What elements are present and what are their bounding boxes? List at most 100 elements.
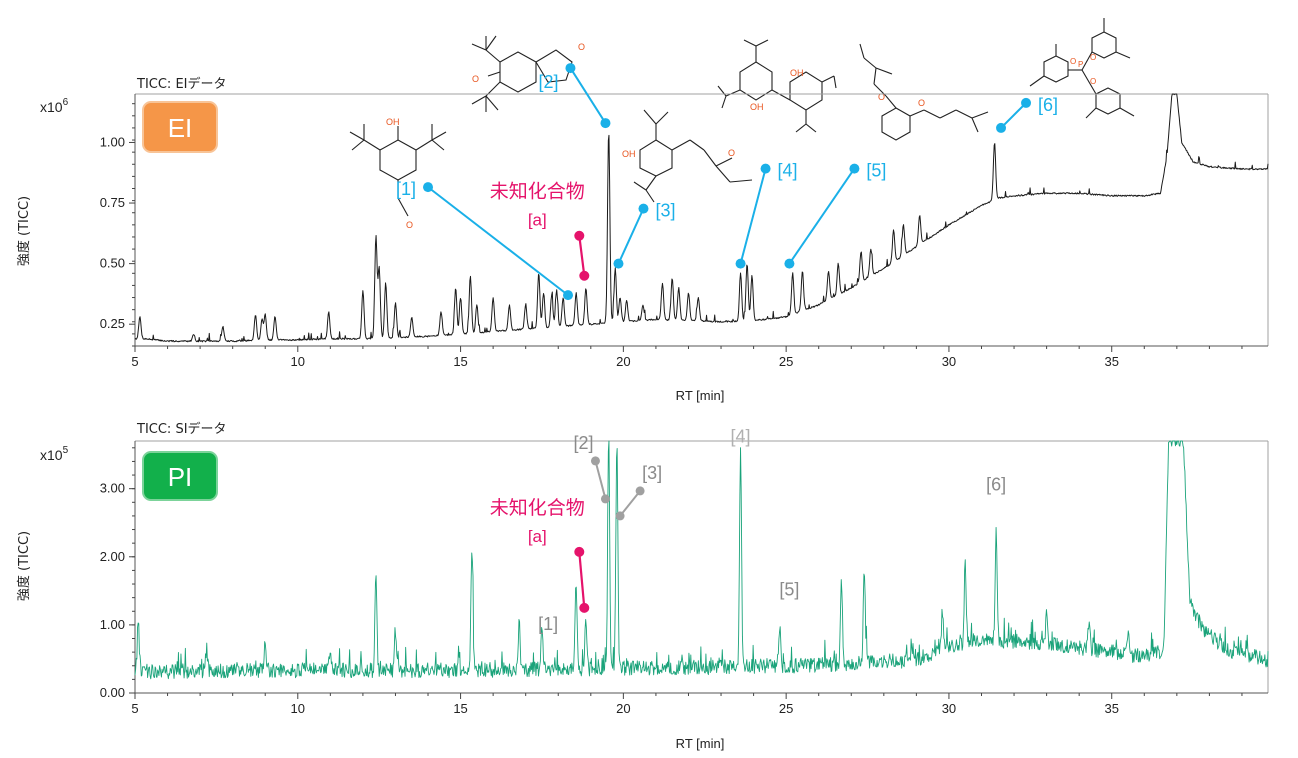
ei-annotation-label: [2] <box>538 72 558 92</box>
ei-annotation-leader <box>739 168 767 264</box>
pi-unknown-leader <box>578 551 586 608</box>
structure-1: OH O <box>349 117 447 230</box>
ei-y-axis-label: 強度 (TICC) <box>16 196 32 266</box>
pi-y-tick-label: 2.00 <box>100 549 125 564</box>
structure-drawings: OH O O O OH O <box>349 18 1135 230</box>
pi-unknown-name: 未知化合物 <box>490 497 585 519</box>
pi-annotation-label: [2] <box>573 433 593 453</box>
structure-1-o: O <box>406 220 413 230</box>
ei-annotation-label: [6] <box>1038 95 1058 115</box>
pi-annotation-label: [1] <box>538 614 558 634</box>
pi-annotation-dot <box>590 456 600 466</box>
ei-annotation-dot <box>996 122 1007 133</box>
structure-6-o1: O <box>1070 57 1076 66</box>
ei-y-tick-label: 0.25 <box>100 316 125 331</box>
ei-annotation-dot <box>613 258 624 269</box>
dynamic-chart-layer: 5 10 15 20 25 30 35 0.25 0.50 0.75 1.00 [1] [2] [3] [4… <box>100 63 1269 716</box>
ei-y-tick-label: 0.75 <box>100 195 125 210</box>
ei-annotation-label: [3] <box>655 201 675 221</box>
ei-annotation-dot <box>600 118 611 129</box>
pi-annotation-dot <box>615 511 625 521</box>
ei-annotation-leader <box>617 208 645 265</box>
structure-1-oh: OH <box>386 117 400 127</box>
structure-4: OH OH <box>717 39 837 133</box>
ei-annotation-leader <box>788 168 856 265</box>
structure-5: O O <box>859 43 989 141</box>
structure-3-oh: OH <box>622 149 636 159</box>
ei-x-tick-label: 15 <box>453 354 467 369</box>
structure-4-oh2: OH <box>750 102 764 112</box>
ei-x-tick-label: 20 <box>616 354 630 369</box>
ei-unknown-name: 未知化合物 <box>490 181 585 203</box>
structure-6-o3: O <box>1090 77 1096 86</box>
pi-x-tick-label: 35 <box>1104 701 1118 716</box>
ei-x-tick-label: 30 <box>942 354 956 369</box>
ei-unknown-id: [a] <box>528 211 547 230</box>
ei-annotation-dot <box>565 63 576 74</box>
structure-3-o: O <box>728 148 735 158</box>
ei-unknown-dot <box>574 230 585 241</box>
structure-5-o2: O <box>918 98 925 108</box>
pi-panel-title: TICC: SIデータ <box>136 421 227 437</box>
ei-annotation-leader <box>1000 102 1027 129</box>
ei-panel-title: TICC: EIデータ <box>136 76 227 92</box>
ei-y-tick-label: 0.50 <box>100 256 125 271</box>
ei-annotation-leader <box>569 67 607 124</box>
pi-plot: 5 10 15 20 25 30 35 0.00 1.00 2.00 3.00 [1] [2] [3] [4… <box>100 426 1269 716</box>
pi-badge: PI <box>142 451 218 501</box>
ei-unknown-leader <box>578 235 586 276</box>
ei-x-tick-label: 5 <box>131 354 138 369</box>
ei-annotation-dot <box>760 163 771 174</box>
structure-6-o2: O <box>1090 53 1096 62</box>
pi-x-tick-label: 25 <box>779 701 793 716</box>
pi-x-tick-label: 10 <box>291 701 305 716</box>
pi-annotation-leader <box>594 460 607 500</box>
ei-annotation-label: [4] <box>778 161 798 181</box>
ei-unknown-dot <box>579 270 590 281</box>
ei-panel: TICC: EIデータ x106 強度 (TICC) RT [min] EI <box>16 76 724 403</box>
pi-panel: TICC: SIデータ x105 強度 (TICC) RT [min] PI <box>16 421 724 751</box>
ei-annotation-dot <box>423 182 434 193</box>
pi-annotation-label: [6] <box>986 475 1006 495</box>
ei-badge-label: EI <box>168 113 193 143</box>
ei-x-axis-label: RT [min] <box>676 388 725 403</box>
ei-annotation-label: [1] <box>396 179 416 199</box>
ei-annotation-dot <box>735 258 746 269</box>
pi-annotation-dot <box>600 494 610 504</box>
pi-trace <box>134 440 1269 680</box>
ei-x-tick-label: 25 <box>779 354 793 369</box>
pi-annotation-label: [5] <box>779 580 799 600</box>
pi-x-axis-label: RT [min] <box>676 736 725 751</box>
ei-annotation-dot <box>1021 97 1032 108</box>
ei-annotation-dot <box>563 290 574 301</box>
ei-annotation-dot <box>849 163 860 174</box>
ei-multiplier: x106 <box>40 97 69 115</box>
structure-3: OH O <box>622 109 753 203</box>
pi-unknown-dot <box>574 546 585 557</box>
pi-annotation-label: [4] <box>731 426 751 446</box>
pi-x-tick-label: 30 <box>942 701 956 716</box>
pi-x-tick-label: 15 <box>453 701 467 716</box>
structure-6-p: P <box>1078 60 1083 69</box>
pi-multiplier: x105 <box>40 445 69 463</box>
pi-annotation-leader <box>619 490 641 517</box>
pi-unknown-id: [a] <box>528 527 547 546</box>
pi-y-axis-label: 強度 (TICC) <box>16 531 32 601</box>
structure-2: O O <box>471 35 585 112</box>
ei-annotation-dot <box>784 258 795 269</box>
ei-x-tick-label: 35 <box>1104 354 1118 369</box>
structure-2-o2: O <box>578 42 585 52</box>
pi-annotation-dot <box>635 486 645 496</box>
pi-y-tick-label: 3.00 <box>100 481 125 496</box>
ei-plot: 5 10 15 20 25 30 35 0.25 0.50 0.75 1.00 [1] [2] [3] [4… <box>100 63 1269 369</box>
pi-badge-label: PI <box>168 462 193 492</box>
pi-x-tick-label: 20 <box>616 701 630 716</box>
structure-5-o1: O <box>878 92 885 102</box>
pi-unknown-dot <box>579 602 590 613</box>
structure-4-oh1: OH <box>790 68 804 78</box>
ei-trace <box>134 93 1269 343</box>
pi-annotation-label: [3] <box>642 463 662 483</box>
pi-x-tick-label: 5 <box>131 701 138 716</box>
